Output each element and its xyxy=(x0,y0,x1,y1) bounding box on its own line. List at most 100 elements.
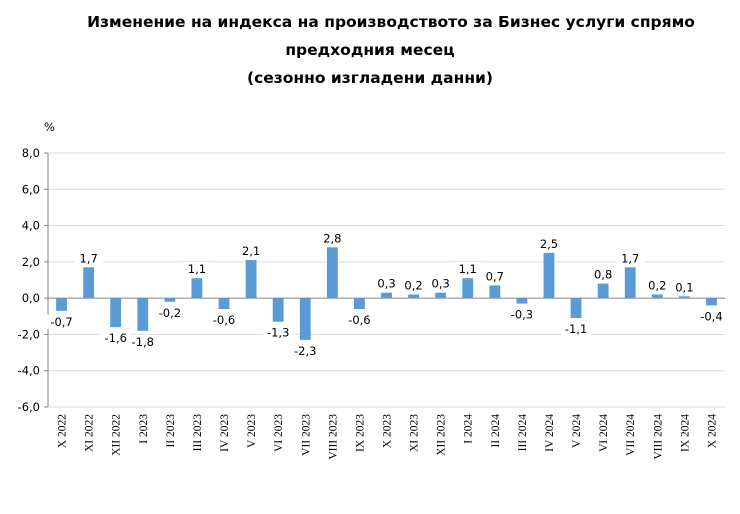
bar xyxy=(299,298,311,340)
bar xyxy=(462,278,474,299)
x-tick-label: VII 2023 xyxy=(300,414,312,456)
data-label: -1,6 xyxy=(104,331,126,345)
y-tick-label: 0,0 xyxy=(22,291,40,305)
x-tick-label: I 2023 xyxy=(138,414,150,444)
data-label: 2,5 xyxy=(540,237,558,251)
bar xyxy=(543,252,555,299)
x-tick-label: II 2024 xyxy=(490,414,502,448)
bar xyxy=(56,298,67,311)
data-label: -0,2 xyxy=(159,306,181,320)
grid-lines xyxy=(44,152,725,408)
bar xyxy=(164,298,176,302)
x-tick-label: XII 2023 xyxy=(436,414,448,456)
data-label-background xyxy=(533,236,564,251)
y-tick-label: -2,0 xyxy=(18,327,40,341)
chart-title: Изменение на индекса на производството з… xyxy=(0,8,740,92)
x-tick-label: XI 2022 xyxy=(84,414,96,452)
data-label: 0,7 xyxy=(486,269,504,283)
x-tick-label: V 2024 xyxy=(571,414,583,448)
x-tick-label: IV 2023 xyxy=(219,414,231,452)
data-label-background xyxy=(479,269,510,284)
data-label-background xyxy=(615,251,646,266)
x-tick-label: XI 2023 xyxy=(409,414,421,452)
data-label: -1,3 xyxy=(267,326,289,340)
chart-title-line-2: предходния месец xyxy=(285,41,455,59)
x-tick-label: III 2023 xyxy=(192,414,204,452)
x-tick-label: I 2024 xyxy=(463,414,475,444)
data-label: 0,3 xyxy=(377,277,395,291)
bar xyxy=(489,285,501,299)
y-axis-tick-labels: -6,0 -4,0 -2,0 0,0 2,0 4,0 6,0 8,0 xyxy=(18,146,40,414)
data-label-background xyxy=(452,262,483,277)
y-tick-label: 2,0 xyxy=(22,255,40,269)
bar xyxy=(326,247,338,299)
data-label-background xyxy=(127,334,158,349)
chart-title-line-3: (сезонно изгладени данни) xyxy=(246,69,494,87)
x-tick-label: II 2023 xyxy=(165,414,177,448)
data-label-background xyxy=(371,276,402,291)
data-label-background xyxy=(398,278,429,293)
data-label-background xyxy=(642,278,673,293)
bar xyxy=(597,283,609,299)
data-label-background xyxy=(588,267,619,282)
chart-title-line-1: Изменение на индекса на производството з… xyxy=(87,13,695,31)
bar xyxy=(272,298,284,322)
bar xyxy=(110,298,122,328)
data-label-background xyxy=(209,313,240,328)
data-label: -0,6 xyxy=(348,313,370,327)
x-tick-label: IX 2024 xyxy=(679,414,691,452)
data-label: -1,1 xyxy=(565,322,587,336)
y-tick-label: 4,0 xyxy=(22,219,40,233)
x-tick-label: X 2022 xyxy=(57,414,69,448)
bar xyxy=(570,298,582,319)
data-label-background xyxy=(290,343,321,358)
data-label-background xyxy=(506,307,537,322)
x-tick-label: V 2023 xyxy=(246,414,258,448)
x-tick-label: III 2024 xyxy=(517,414,529,452)
x-tick-label: VI 2024 xyxy=(598,414,610,452)
data-label: -2,3 xyxy=(294,344,316,358)
x-tick-label: VI 2023 xyxy=(273,414,285,452)
data-label-background xyxy=(181,262,212,277)
bar xyxy=(381,292,392,299)
x-tick-label: VIII 2023 xyxy=(327,414,339,460)
y-tick-label: -6,0 xyxy=(18,400,40,414)
data-label: 1,1 xyxy=(188,262,206,276)
data-label-background xyxy=(317,231,348,246)
data-label-background xyxy=(100,331,131,346)
y-tick-label: 6,0 xyxy=(22,182,40,196)
data-labels: -0,7 1,7 -1,6 -1,8 -0,2 1,1 -0,6 2,1 -1,3 -2,3 2,8… xyxy=(46,231,727,358)
data-label: -0,4 xyxy=(700,309,722,323)
data-label-background xyxy=(154,305,185,320)
data-label-background xyxy=(425,276,456,291)
data-label-background xyxy=(561,322,592,337)
bar xyxy=(83,267,95,299)
bar xyxy=(408,294,419,299)
data-label-background xyxy=(344,313,375,328)
data-label-background xyxy=(696,309,727,324)
y-tick-label: 8,0 xyxy=(22,146,40,160)
data-label: 1,1 xyxy=(459,262,477,276)
x-tick-label: IX 2023 xyxy=(354,414,366,452)
data-label: 2,8 xyxy=(323,231,341,245)
data-label-background xyxy=(73,251,104,266)
data-label: -1,8 xyxy=(132,335,154,349)
bars xyxy=(56,247,717,340)
bar xyxy=(137,298,149,331)
bar xyxy=(516,298,528,304)
data-label: 0,1 xyxy=(675,280,693,294)
bar xyxy=(191,278,203,299)
x-tick-label: X 2023 xyxy=(382,414,394,448)
data-label: 0,3 xyxy=(432,277,450,291)
bar xyxy=(624,267,636,299)
data-label: -0,6 xyxy=(213,313,235,327)
x-axis-tick-labels: X 2022 XI 2022 XII 2022 I 2023 II 2023 III 20… xyxy=(57,414,719,460)
data-label: -0,7 xyxy=(50,315,72,329)
y-tick-label: -4,0 xyxy=(18,364,40,378)
data-label: 1,7 xyxy=(79,251,97,265)
bar xyxy=(218,298,230,310)
data-label: 0,2 xyxy=(648,279,666,293)
data-label: -0,3 xyxy=(511,308,533,322)
x-tick-label: VIII 2024 xyxy=(652,414,664,460)
